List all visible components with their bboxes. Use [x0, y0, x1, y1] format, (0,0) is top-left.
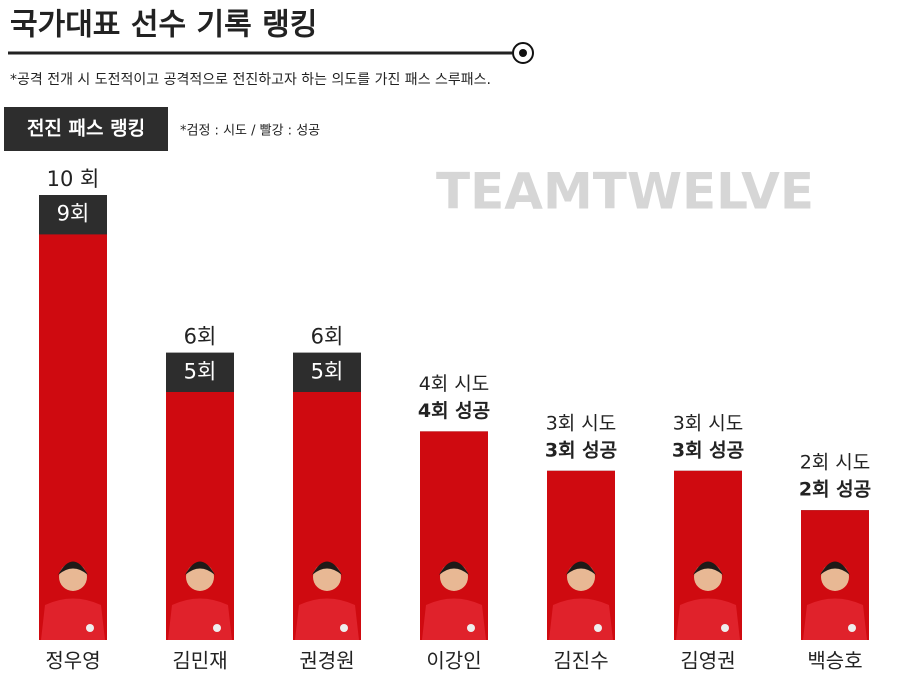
x-tick-label: 권경원	[299, 649, 354, 673]
player-crest	[86, 624, 94, 632]
attempt-label: 6회	[184, 325, 217, 349]
player-hair	[566, 561, 596, 575]
player-hair	[820, 561, 850, 575]
player-hair	[439, 561, 469, 575]
success-label: 9회	[57, 202, 90, 226]
player-crest	[721, 624, 729, 632]
attempt-label: 2회 시도	[800, 452, 871, 474]
player-face	[440, 563, 468, 591]
subtitle: *공격 전개 시 도전적이고 공격적으로 전진하고자 하는 의도를 가진 패스 …	[10, 72, 491, 88]
success-label: 2회 성공	[799, 479, 871, 501]
watermark: TEAMTWELVE	[436, 163, 814, 221]
success-label: 5회	[311, 359, 344, 383]
attempt-label: 10 회	[47, 167, 100, 191]
attempt-label: 4회 시도	[419, 373, 490, 395]
player-crest	[213, 624, 221, 632]
player-face	[186, 563, 214, 591]
player-face	[694, 563, 722, 591]
player-shirt	[803, 598, 867, 640]
player-shirt	[422, 598, 486, 640]
x-tick-label: 이강인	[426, 649, 481, 673]
player-hair	[693, 561, 723, 575]
x-tick-label: 김진수	[553, 649, 608, 673]
attempt-label: 3회 시도	[673, 412, 744, 434]
player-face	[567, 563, 595, 591]
badge-box	[4, 107, 168, 151]
player-face	[821, 563, 849, 591]
player-shirt	[295, 598, 359, 640]
player-shirt	[549, 598, 613, 640]
player-face	[313, 563, 341, 591]
success-label: 3회 성공	[672, 439, 744, 461]
player-hair	[58, 561, 88, 575]
success-label: 5회	[184, 359, 217, 383]
player-shirt	[676, 598, 740, 640]
x-tick-label: 정우영	[45, 649, 100, 673]
note: *검정 : 시도 / 빨강 : 성공	[180, 124, 320, 139]
player-hair	[185, 561, 215, 575]
player-face	[59, 563, 87, 591]
attempt-label: 6회	[311, 325, 344, 349]
x-tick-label: 백승호	[807, 649, 862, 673]
badge: 전진 패스 랭킹	[27, 118, 145, 140]
attempt-label: 3회 시도	[546, 412, 617, 434]
ball-icon	[519, 49, 527, 57]
success-label: 4회 성공	[418, 400, 490, 422]
player-crest	[594, 624, 602, 632]
player-hair	[312, 561, 342, 575]
success-label: 3회 성공	[545, 439, 617, 461]
player-shirt	[41, 598, 105, 640]
player-crest	[467, 624, 475, 632]
player-crest	[340, 624, 348, 632]
player-crest	[848, 624, 856, 632]
chart-title: 국가대표 선수 기록 랭킹	[10, 8, 317, 43]
player-shirt	[168, 598, 232, 640]
x-tick-label: 김영권	[680, 649, 735, 673]
x-tick-label: 김민재	[172, 649, 227, 673]
